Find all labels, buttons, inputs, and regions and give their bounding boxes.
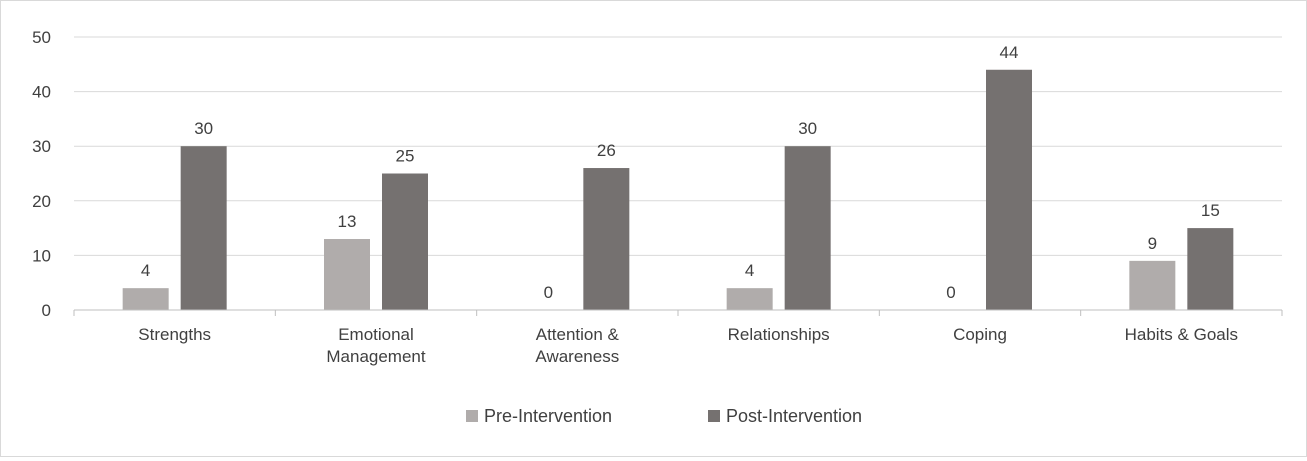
y-tick-label: 50 — [32, 28, 51, 47]
y-tick-label: 20 — [32, 192, 51, 211]
data-label: 30 — [798, 119, 817, 138]
bar-pre-intervention-1 — [324, 239, 370, 310]
data-label: 26 — [597, 141, 616, 160]
legend-swatch — [708, 410, 720, 422]
data-label: 0 — [946, 283, 955, 302]
gridlines — [74, 36, 1282, 256]
legend-label: Pre-Intervention — [484, 406, 612, 426]
data-label: 0 — [544, 283, 553, 302]
bar-pre-intervention-5 — [1129, 260, 1176, 310]
data-label: 9 — [1148, 234, 1157, 253]
data-label: 44 — [1000, 43, 1019, 62]
x-category-label: Emotional Management — [326, 325, 426, 366]
data-label: 4 — [745, 261, 754, 280]
x-category-label: Relationships — [728, 325, 830, 344]
bar-post-intervention-3 — [784, 146, 831, 310]
x-category-label: Coping — [953, 325, 1007, 344]
y-tick-label: 30 — [32, 137, 51, 156]
bar-pre-intervention-0 — [122, 288, 169, 310]
data-label: 30 — [194, 119, 213, 138]
x-axis: Strengths Emotional Management Attention & A… — [73, 309, 1283, 366]
bar-post-intervention-5 — [1187, 228, 1234, 310]
bar-post-intervention-4 — [986, 69, 1032, 310]
legend-label: Post-Intervention — [726, 406, 862, 426]
data-label: 25 — [396, 147, 415, 166]
y-axis: 0 10 20 30 40 50 — [32, 28, 51, 320]
bar-post-intervention-2 — [583, 168, 630, 310]
y-tick-label: 10 — [32, 246, 51, 265]
x-category-label: Attention & Awareness — [535, 325, 619, 366]
y-tick-label: 40 — [32, 83, 51, 102]
y-tick-label: 0 — [42, 301, 51, 320]
x-category-label: Strengths — [138, 325, 211, 344]
bars — [122, 69, 1234, 310]
legend: Pre-Intervention Post-Intervention — [466, 406, 862, 426]
data-label: 4 — [141, 261, 150, 280]
data-label: 15 — [1201, 201, 1220, 220]
legend-swatch — [466, 410, 478, 422]
bar-pre-intervention-3 — [726, 288, 773, 310]
x-category-label: Habits & Goals — [1125, 325, 1238, 344]
data-label: 13 — [338, 212, 357, 231]
data-labels: 4 30 13 25 0 26 4 30 0 44 9 15 — [141, 43, 1220, 302]
bar-post-intervention-0 — [180, 146, 227, 310]
bar-post-intervention-1 — [382, 173, 428, 310]
